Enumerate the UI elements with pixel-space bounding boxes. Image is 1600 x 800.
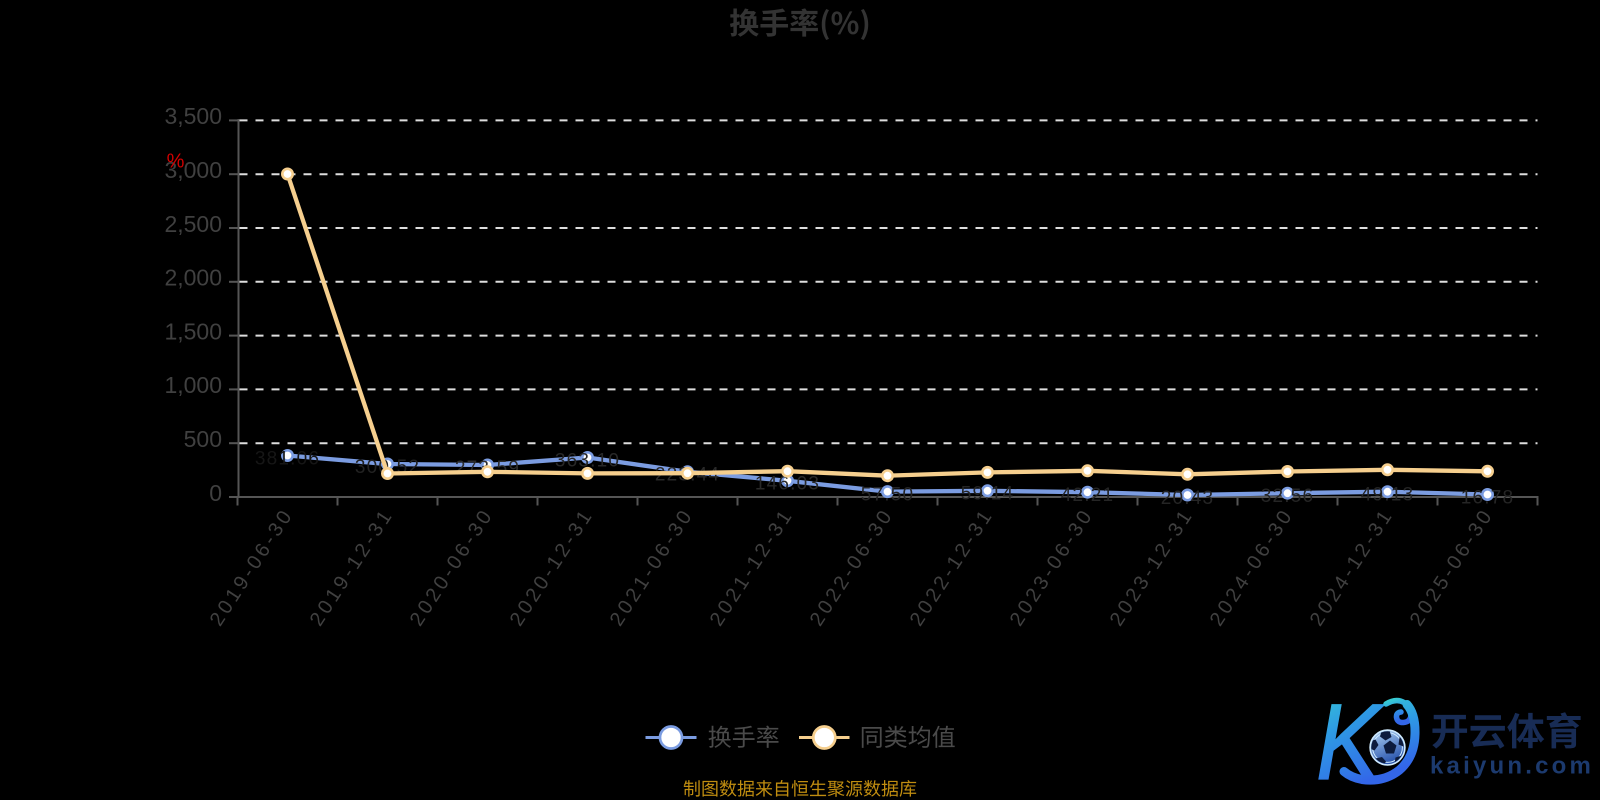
svg-text:2,000: 2,000	[164, 265, 222, 291]
svg-text:kaiyun.com: kaiyun.com	[1430, 753, 1594, 780]
svg-text:3,000: 3,000	[164, 157, 222, 183]
svg-text:20.43: 20.43	[1161, 488, 1215, 509]
svg-text:%: %	[167, 151, 185, 173]
svg-text:49.13: 49.13	[1361, 485, 1415, 506]
svg-text:2,500: 2,500	[164, 211, 222, 237]
svg-text:500: 500	[184, 426, 222, 452]
svg-text:42.21: 42.21	[1061, 485, 1115, 506]
svg-text:381.06: 381.06	[255, 448, 320, 469]
svg-text:59.14: 59.14	[961, 484, 1015, 505]
svg-text:32.56: 32.56	[1261, 486, 1315, 507]
svg-text:3,500: 3,500	[164, 103, 222, 129]
svg-text:16.78: 16.78	[1461, 487, 1515, 508]
svg-text:363.10: 363.10	[555, 450, 620, 471]
svg-text:1,500: 1,500	[164, 318, 222, 344]
svg-text:0: 0	[209, 480, 222, 506]
svg-text:146.03: 146.03	[755, 474, 820, 495]
svg-text:1,000: 1,000	[164, 372, 222, 398]
svg-text:57.50: 57.50	[861, 484, 915, 505]
